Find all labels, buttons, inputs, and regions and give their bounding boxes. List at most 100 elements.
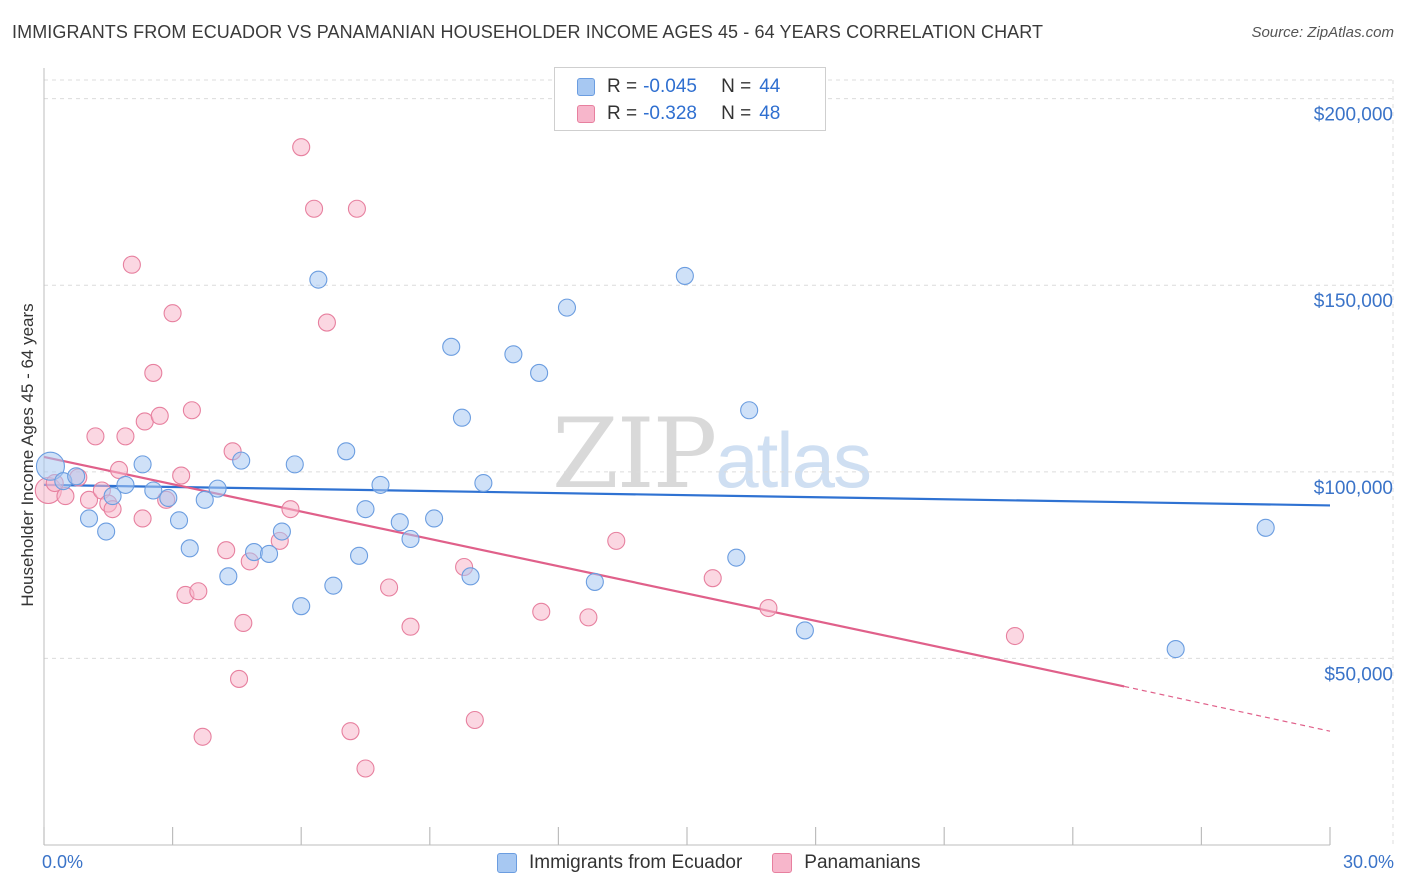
bottom-legend-label-panamanians: Panamanians xyxy=(804,852,921,873)
data-point-ecuador xyxy=(452,408,472,427)
chart-source: Source: ZipAtlas.com xyxy=(1251,24,1394,41)
bottom-legend: Immigrants from Ecuador Panamanians xyxy=(497,852,951,874)
legend-r-label: R = xyxy=(607,76,638,97)
data-point-panamanian xyxy=(144,363,163,382)
data-point-ecuador xyxy=(219,567,238,586)
data-point-panamanian xyxy=(193,727,212,746)
data-point-panamanian xyxy=(86,427,105,446)
data-point-ecuador xyxy=(1166,640,1185,659)
bottom-legend-swatch-panamanians xyxy=(772,853,793,873)
legend-swatch-ecuador xyxy=(577,78,595,96)
data-point-ecuador xyxy=(461,567,480,586)
bottom-legend-item-panamanians[interactable]: Panamanians xyxy=(772,852,921,874)
data-point-ecuador xyxy=(67,467,86,486)
data-point-ecuador xyxy=(557,298,577,317)
data-point-ecuador xyxy=(292,597,311,616)
data-point-panamanian xyxy=(56,487,75,506)
data-point-ecuador xyxy=(337,442,356,461)
data-point-panamanian xyxy=(150,406,169,425)
legend-swatch-panamanians xyxy=(577,105,595,123)
data-point-panamanian xyxy=(759,598,778,618)
data-point-ecuador xyxy=(103,487,122,506)
data-point-ecuador xyxy=(324,576,343,595)
data-point-panamanian xyxy=(347,199,366,218)
legend-n-value: 48 xyxy=(759,103,781,124)
y-tick-label: $50,000 xyxy=(1324,664,1393,685)
data-point-panamanian xyxy=(281,500,300,519)
legend-n-label: N = xyxy=(721,76,752,97)
data-point-panamanian xyxy=(532,602,551,621)
data-point-ecuador xyxy=(116,475,135,494)
data-point-ecuador xyxy=(144,481,163,500)
y-tick-label: $200,000 xyxy=(1314,105,1393,126)
data-point-ecuador xyxy=(425,509,444,528)
data-point-panamanian xyxy=(1005,626,1024,646)
data-point-panamanian xyxy=(79,490,99,509)
data-point-ecuador xyxy=(169,511,189,530)
data-point-ecuador xyxy=(504,345,523,364)
data-point-ecuador xyxy=(79,509,99,528)
data-point-ecuador xyxy=(740,401,759,420)
data-point-panamanian xyxy=(229,669,249,688)
watermark: ZIPatlas xyxy=(552,398,872,510)
y-tick-label: $150,000 xyxy=(1314,291,1393,312)
data-point-ecuador xyxy=(97,522,116,541)
data-point-panamanian xyxy=(182,401,201,420)
y-tick-labels: $50,000 $100,000 $150,000 $200,000 xyxy=(1314,105,1393,686)
data-point-ecuador xyxy=(401,529,420,549)
data-point-panamanian xyxy=(703,569,722,588)
data-point-ecuador xyxy=(390,513,409,532)
legend-row-ecuador: R = -0.045 N = 44 xyxy=(577,74,780,100)
data-point-panamanian xyxy=(607,531,626,550)
trend-line-extension-1 xyxy=(1124,685,1331,732)
data-point-panamanian xyxy=(217,541,236,560)
data-point-panamanian xyxy=(122,255,141,274)
bottom-legend-swatch-ecuador xyxy=(497,853,517,873)
data-point-ecuador xyxy=(442,337,461,356)
legend-r-value: -0.328 xyxy=(643,103,697,124)
trend-line-1 xyxy=(43,455,1125,688)
data-points xyxy=(34,138,1275,778)
y-axis-label: Householder Income Ages 45 - 64 years xyxy=(18,303,37,607)
data-point-ecuador xyxy=(35,451,65,481)
data-point-ecuador xyxy=(180,539,199,558)
data-point-panamanian xyxy=(172,466,191,485)
data-point-panamanian xyxy=(401,617,420,636)
data-point-panamanian xyxy=(305,199,324,218)
data-point-panamanian xyxy=(579,608,598,627)
x-tick-label-max: 30.0% xyxy=(1342,852,1394,872)
data-point-ecuador xyxy=(727,548,746,567)
data-point-ecuador xyxy=(675,266,694,285)
data-point-panamanian xyxy=(465,710,484,730)
bottom-legend-label-ecuador: Immigrants from Ecuador xyxy=(529,852,743,873)
data-point-ecuador xyxy=(795,621,814,640)
data-point-ecuador xyxy=(195,490,214,509)
data-point-ecuador xyxy=(371,475,390,494)
legend-r-value: -0.045 xyxy=(643,76,697,97)
legend-n-label: N = xyxy=(721,103,752,124)
data-point-panamanian xyxy=(292,138,311,157)
data-point-panamanian xyxy=(234,613,253,633)
data-point-panamanian xyxy=(356,759,375,778)
data-point-ecuador xyxy=(159,488,178,508)
watermark-atlas: atlas xyxy=(715,416,872,504)
bottom-legend-item-ecuador[interactable]: Immigrants from Ecuador xyxy=(497,852,742,874)
data-point-ecuador xyxy=(285,455,304,474)
data-point-ecuador xyxy=(1256,518,1275,537)
data-point-ecuador xyxy=(244,543,264,562)
data-point-ecuador xyxy=(356,500,375,519)
data-point-ecuador xyxy=(232,451,251,470)
data-point-ecuador xyxy=(208,479,227,498)
data-point-panamanian xyxy=(135,412,154,431)
data-point-ecuador xyxy=(474,473,493,493)
legend-n-value: 44 xyxy=(759,76,781,97)
data-point-ecuador xyxy=(585,572,604,591)
data-point-ecuador xyxy=(530,363,549,382)
data-point-panamanian xyxy=(116,427,135,446)
data-point-panamanian xyxy=(317,313,336,332)
data-point-ecuador xyxy=(350,546,369,565)
data-point-panamanian xyxy=(109,460,129,480)
chart-title: IMMIGRANTS FROM ECUADOR VS PANAMANIAN HO… xyxy=(12,22,1044,42)
data-point-panamanian xyxy=(133,509,152,528)
